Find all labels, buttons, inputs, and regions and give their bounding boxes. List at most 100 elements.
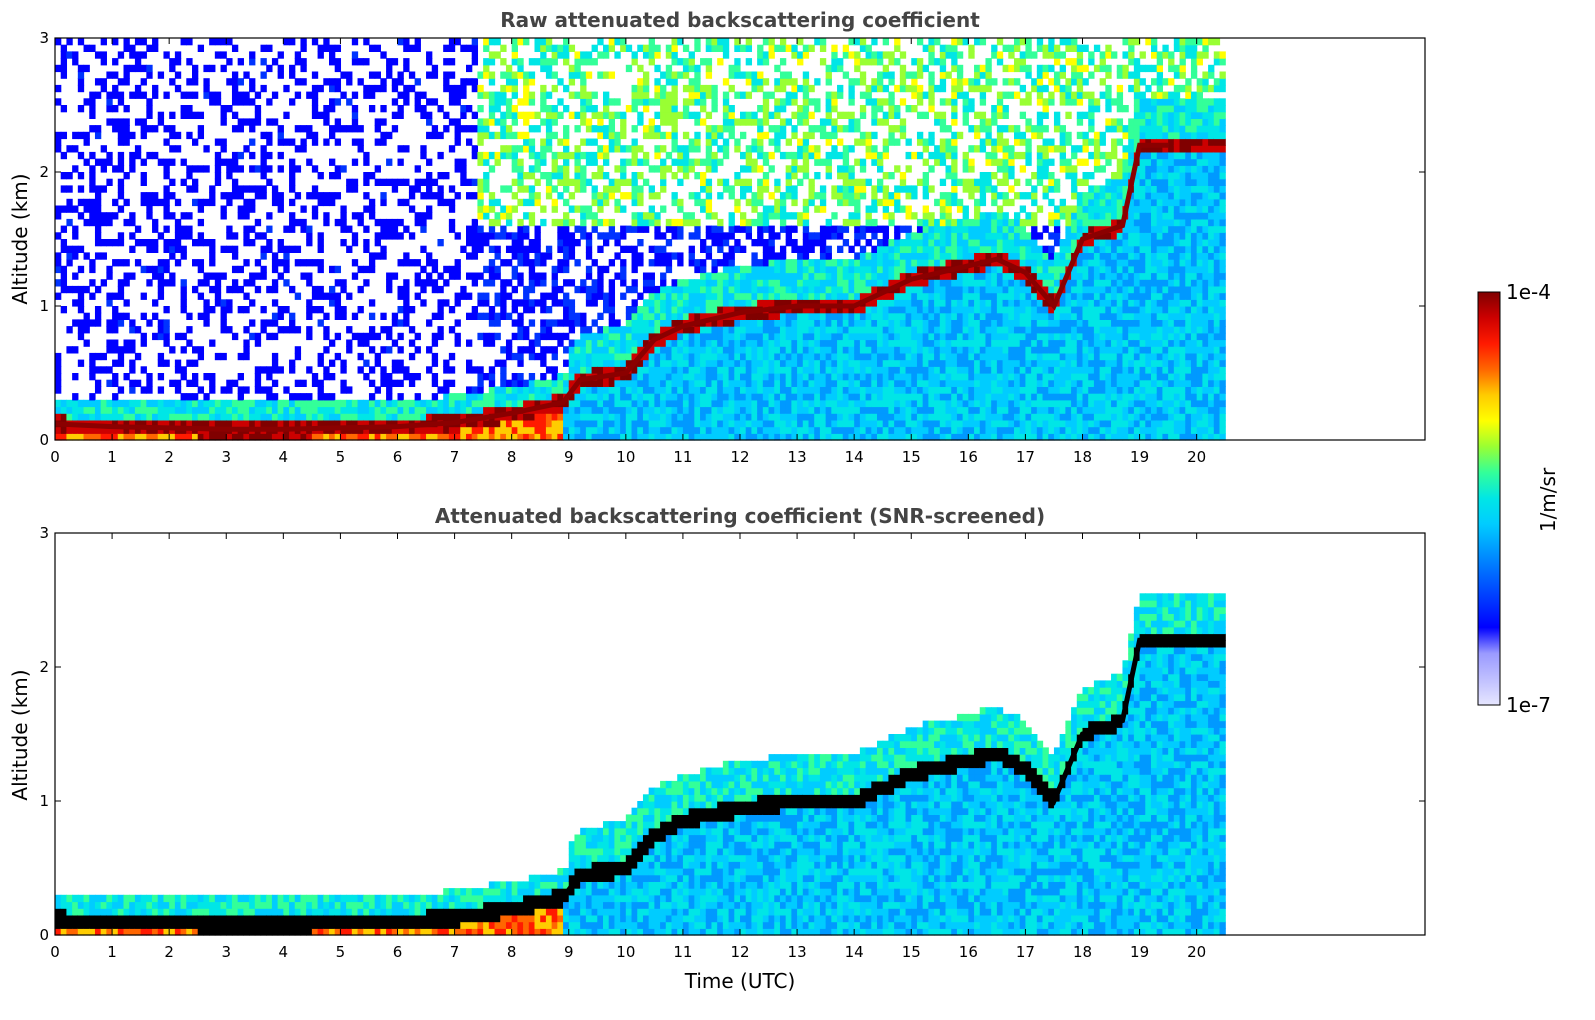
heatmap-cell <box>722 292 730 300</box>
heatmap-cell <box>540 64 547 73</box>
heatmap-cell <box>642 399 650 408</box>
heatmap-cell <box>334 118 342 126</box>
heatmap-cell <box>306 192 313 200</box>
heatmap-cell <box>700 312 707 320</box>
heatmap-cell <box>745 373 753 381</box>
heatmap-cell <box>243 118 250 126</box>
heatmap-cell <box>414 185 421 193</box>
heatmap-cell <box>112 413 119 421</box>
heatmap-cell <box>665 118 673 126</box>
heatmap-cell <box>397 91 404 99</box>
heatmap-cell <box>802 399 810 408</box>
heatmap-cell <box>271 332 279 341</box>
heatmap-cell <box>740 131 747 140</box>
heatmap-cell <box>123 419 130 428</box>
heatmap-cell <box>797 212 804 220</box>
heatmap-cell <box>380 118 387 126</box>
heatmap-cell <box>431 98 439 106</box>
heatmap-cell <box>894 279 901 287</box>
heatmap-cell <box>774 332 781 341</box>
heatmap-cell <box>323 433 330 441</box>
heatmap-cell <box>106 426 113 434</box>
heatmap-cell <box>705 252 713 260</box>
heatmap-cell <box>134 84 142 93</box>
heatmap-cell <box>363 245 370 253</box>
heatmap-cell <box>317 352 324 361</box>
heatmap-cell <box>317 198 324 207</box>
heatmap-cell <box>717 366 724 374</box>
heatmap-cell <box>877 118 884 126</box>
heatmap-cell <box>83 413 90 421</box>
heatmap-cell <box>77 78 85 86</box>
heatmap-cell <box>174 386 182 394</box>
heatmap-cell <box>585 399 593 408</box>
heatmap-cell <box>894 419 901 428</box>
heatmap-cell <box>734 413 741 421</box>
heatmap-cell <box>894 339 901 347</box>
heatmap-cell <box>688 64 695 73</box>
heatmap-cell <box>728 346 735 354</box>
heatmap-cell <box>642 366 650 374</box>
heatmap-cell <box>94 306 102 314</box>
heatmap-cell <box>597 232 604 240</box>
heatmap-cell <box>311 413 319 421</box>
heatmap-cell <box>625 44 633 52</box>
heatmap-cell <box>745 158 753 166</box>
heatmap-cell <box>243 205 250 213</box>
heatmap-cell <box>888 78 895 86</box>
heatmap-cell <box>94 319 102 327</box>
heatmap-cell <box>791 84 798 93</box>
heatmap-cell <box>500 379 507 387</box>
heatmap-cell <box>700 419 707 428</box>
heatmap-cell <box>112 406 119 414</box>
heatmap-cell <box>568 339 576 347</box>
heatmap-cell <box>671 71 678 79</box>
heatmap-cell <box>797 292 804 300</box>
heatmap-cell <box>859 78 867 86</box>
heatmap-cell <box>180 279 187 287</box>
heatmap-cell <box>551 393 558 401</box>
heatmap-cell <box>660 319 667 327</box>
heatmap-cell <box>214 406 222 414</box>
heatmap-cell <box>642 352 650 361</box>
heatmap-cell <box>591 393 598 401</box>
heatmap-cell <box>192 259 199 267</box>
heatmap-cell <box>574 145 581 153</box>
heatmap-cell <box>631 379 638 387</box>
heatmap-cell <box>329 393 336 401</box>
heatmap-cell <box>580 84 587 93</box>
heatmap-cell <box>426 98 433 106</box>
heatmap-cell <box>648 319 655 327</box>
heatmap-cell <box>711 131 718 140</box>
heatmap-cell <box>859 225 867 233</box>
heatmap-cell <box>260 44 267 52</box>
heatmap-cell <box>112 38 119 46</box>
heatmap-cell <box>882 252 890 260</box>
heatmap-cell <box>431 125 439 133</box>
heatmap-cell <box>791 98 798 106</box>
heatmap-cell <box>831 379 838 387</box>
heatmap-cell <box>140 332 147 341</box>
heatmap-cell <box>386 272 393 280</box>
heatmap-cell <box>505 84 513 93</box>
heatmap-cell <box>608 339 616 347</box>
heatmap-cell <box>682 366 690 374</box>
heatmap-cell <box>888 279 895 287</box>
heatmap-cell <box>722 406 730 414</box>
heatmap-cell <box>483 185 490 193</box>
heatmap-cell <box>391 225 399 233</box>
heatmap-cell <box>306 239 313 247</box>
heatmap-cell <box>169 192 176 200</box>
heatmap-cell <box>112 346 119 354</box>
heatmap-cell <box>517 38 524 46</box>
heatmap-cell <box>157 352 165 361</box>
heatmap-cell <box>768 205 775 213</box>
heatmap-cell <box>334 192 342 200</box>
heatmap-cell <box>848 38 855 46</box>
heatmap-cell <box>682 212 690 220</box>
heatmap-cell <box>534 259 541 267</box>
heatmap-cell <box>637 379 644 387</box>
heatmap-cell <box>717 393 724 401</box>
heatmap-cell <box>523 118 530 126</box>
heatmap-cell <box>517 352 524 361</box>
